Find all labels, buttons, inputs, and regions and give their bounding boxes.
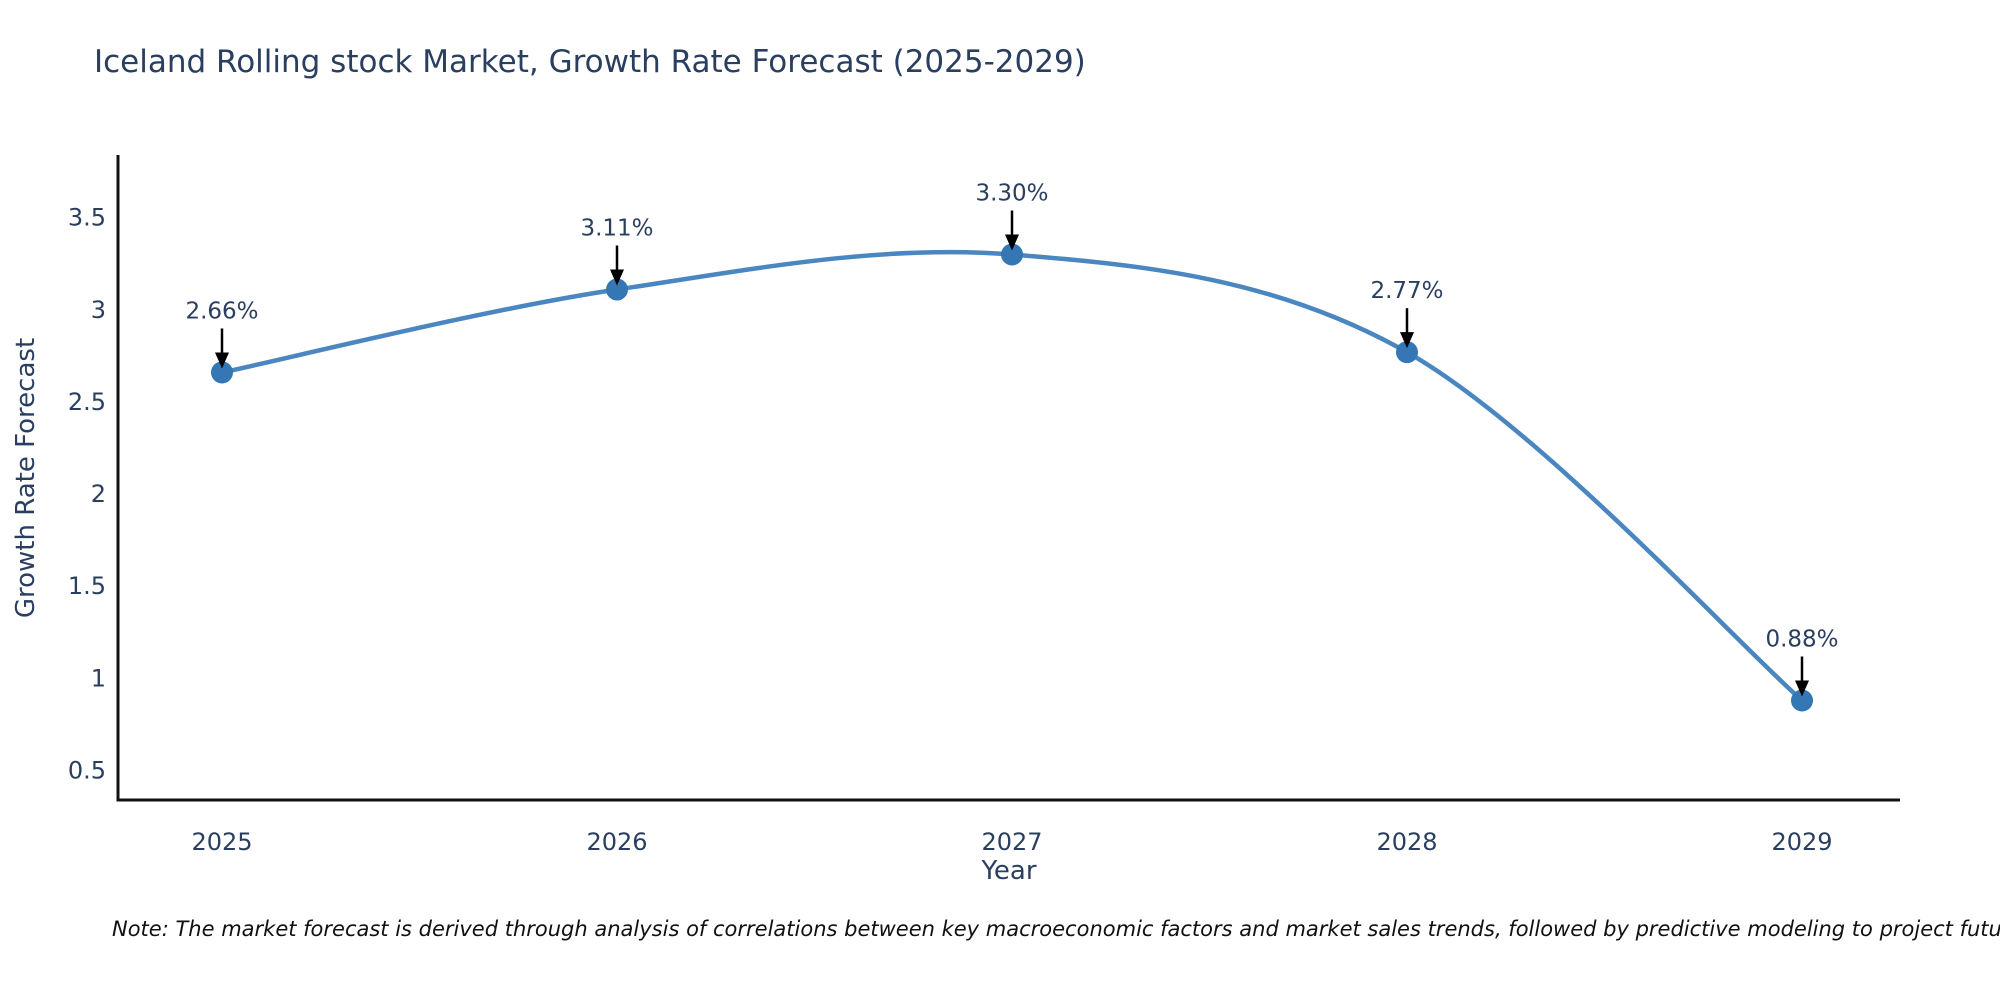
y-axis-title: Growth Rate Forecast [11, 337, 41, 619]
annotation-label: 2.77% [1370, 278, 1443, 304]
annotation-arrowhead [1005, 234, 1019, 251]
y-tick-label: 3 [91, 296, 106, 324]
y-tick-label: 2.5 [68, 388, 106, 416]
y-tick-label: 0.5 [68, 757, 106, 785]
annotation-label: 3.11% [580, 216, 653, 242]
annotation-arrowhead [1795, 680, 1809, 697]
y-tick-label: 1.5 [68, 572, 106, 600]
x-tick-label: 2026 [586, 828, 647, 856]
x-tick-label: 2029 [1771, 828, 1832, 856]
y-tick-label: 3.5 [68, 204, 106, 232]
y-tick-label: 1 [91, 664, 106, 692]
data-point-2029 [1791, 689, 1813, 712]
x-tick-label: 2028 [1376, 828, 1437, 856]
footnote: Note: The market forecast is derived thr… [112, 917, 2000, 941]
annotation-label: 0.88% [1765, 626, 1838, 652]
annotation-arrowhead [610, 269, 624, 286]
data-point-2025 [211, 361, 233, 384]
chart-title: Iceland Rolling stock Market, Growth Rat… [94, 44, 1086, 80]
x-axis-title: Year [981, 856, 1037, 886]
data-point-2027 [1001, 243, 1023, 266]
annotation-arrowhead [215, 352, 229, 369]
x-tick-label: 2025 [191, 828, 252, 856]
data-point-2028 [1396, 341, 1418, 364]
x-tick-label: 2027 [981, 828, 1042, 856]
annotation-label: 3.30% [975, 181, 1048, 207]
annotation-arrowhead [1400, 332, 1414, 349]
annotation-label: 2.66% [185, 298, 258, 324]
data-point-2026 [606, 278, 628, 301]
growth-line-series [219, 249, 1805, 703]
y-tick-label: 2 [91, 480, 106, 508]
